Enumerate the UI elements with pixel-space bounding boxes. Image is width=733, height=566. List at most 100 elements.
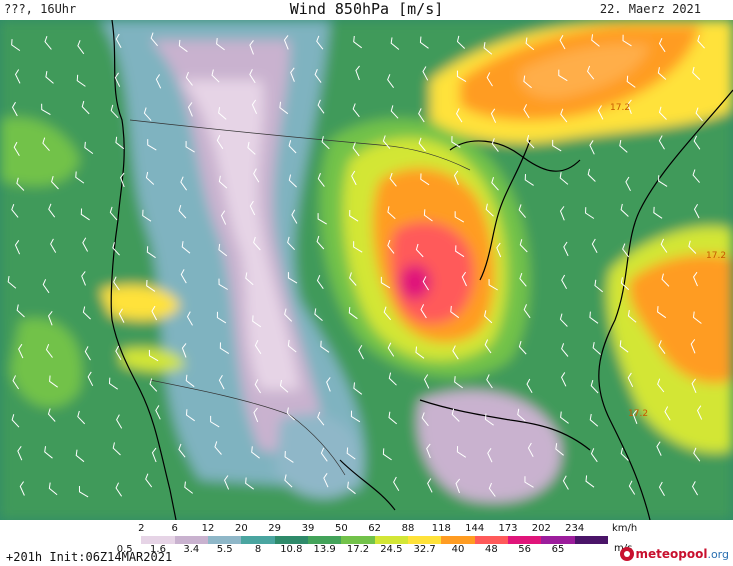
wind-barb [456, 35, 466, 49]
wind-barb [518, 204, 526, 218]
wind-barb [145, 171, 155, 185]
wind-barb [523, 75, 532, 89]
ms-tick-label: 3.4 [183, 544, 200, 555]
wind-barb [323, 473, 329, 488]
wind-barb [587, 168, 596, 182]
wind-barb [519, 239, 528, 253]
forecast-time: ???, 16Uhr [4, 2, 77, 16]
color-swatch [307, 536, 342, 544]
wind-barb [517, 408, 526, 422]
wind-barb [390, 37, 400, 50]
wind-barb [317, 411, 325, 426]
wind-barb [628, 480, 636, 495]
wind-barb [14, 69, 21, 84]
wind-barb [108, 377, 118, 390]
wind-barb [224, 475, 230, 490]
wind-barb [316, 275, 324, 289]
wind-barb [187, 102, 193, 117]
ms-tick-label: 56 [518, 544, 532, 555]
ms-tick-label: 65 [551, 544, 565, 555]
wind-barb [352, 103, 360, 118]
ms-tick-label: 10.8 [280, 544, 303, 555]
wind-barb [589, 311, 599, 324]
wind-barb [590, 379, 599, 394]
wind-barb [622, 34, 632, 47]
wind-barb [420, 304, 427, 319]
wind-barb [351, 170, 357, 186]
brand[interactable]: meteopool.org [619, 547, 729, 561]
color-scale-bar [108, 536, 608, 544]
wind-barb [658, 38, 666, 53]
wind-barb [253, 168, 260, 183]
wind-barb [561, 274, 568, 290]
wind-barb [620, 447, 629, 461]
wind-barb [591, 238, 598, 254]
wind-barb [451, 136, 461, 148]
kmh-tick-label: 6 [171, 523, 178, 534]
wind-barb [186, 311, 193, 326]
wind-barb [151, 447, 157, 463]
wind-barb [454, 376, 463, 389]
wind-barb [115, 345, 122, 360]
wind-barb [450, 305, 460, 319]
wind-barb [7, 275, 17, 289]
wind-barb [524, 476, 534, 488]
wind-barb [518, 341, 527, 355]
wind-barb [254, 379, 262, 394]
color-swatch [374, 536, 408, 544]
wind-barb [287, 272, 298, 284]
wind-barb [559, 34, 566, 50]
wind-barb [491, 138, 499, 152]
wind-barb [487, 448, 493, 463]
wind-barb [690, 339, 696, 354]
wind-barb [180, 176, 188, 191]
wind-barb [454, 211, 465, 223]
wind-barb [589, 140, 595, 155]
wind-barb [486, 374, 493, 389]
wind-barb [185, 409, 195, 422]
wind-barb [291, 209, 298, 224]
wind-barb [585, 207, 595, 219]
wind-barb [658, 106, 667, 120]
wind-barb [210, 415, 220, 428]
wind-barb [426, 443, 431, 459]
color-swatch [507, 536, 542, 544]
wind-barb [75, 449, 85, 463]
wind-barb [658, 135, 665, 150]
wind-barb [286, 407, 295, 421]
wind-barb [317, 173, 325, 187]
wind-barb [155, 74, 162, 89]
wind-barb [697, 35, 705, 49]
wind-barb [692, 169, 700, 183]
forecast-date: 22. Maerz 2021 [599, 2, 701, 16]
wind-barb [387, 206, 396, 220]
ms-tick-label: 40 [451, 544, 465, 555]
ms-tick-label: 24.5 [380, 544, 403, 555]
wind-barb [387, 239, 395, 254]
borders [129, 119, 471, 476]
wind-barb [415, 243, 424, 258]
wind-barb [45, 344, 53, 358]
wind-barb [619, 340, 629, 353]
wind-barb [422, 66, 429, 81]
wind-barb [218, 375, 225, 390]
wind-barb [11, 101, 18, 117]
kmh-tick-label: 20 [234, 523, 248, 534]
wind-barb [484, 310, 493, 324]
header-bar: ???, 16Uhr Wind 850hPa [m/s] 22. Maerz 2… [0, 0, 733, 20]
wind-barb [456, 446, 467, 458]
wind-barb [658, 481, 665, 497]
wind-barb [50, 238, 57, 253]
wind-barb [485, 203, 494, 217]
wind-barb [320, 447, 328, 462]
wind-barb [178, 205, 187, 219]
wind-barb [11, 203, 19, 218]
wind-barb [284, 451, 294, 463]
wind-barb [113, 276, 120, 291]
wind-barb [691, 481, 699, 496]
wind-barb [393, 476, 400, 491]
wind-barb [585, 475, 595, 488]
wind-barb [382, 135, 391, 149]
color-swatch [274, 536, 308, 544]
wind-barb [452, 345, 459, 360]
